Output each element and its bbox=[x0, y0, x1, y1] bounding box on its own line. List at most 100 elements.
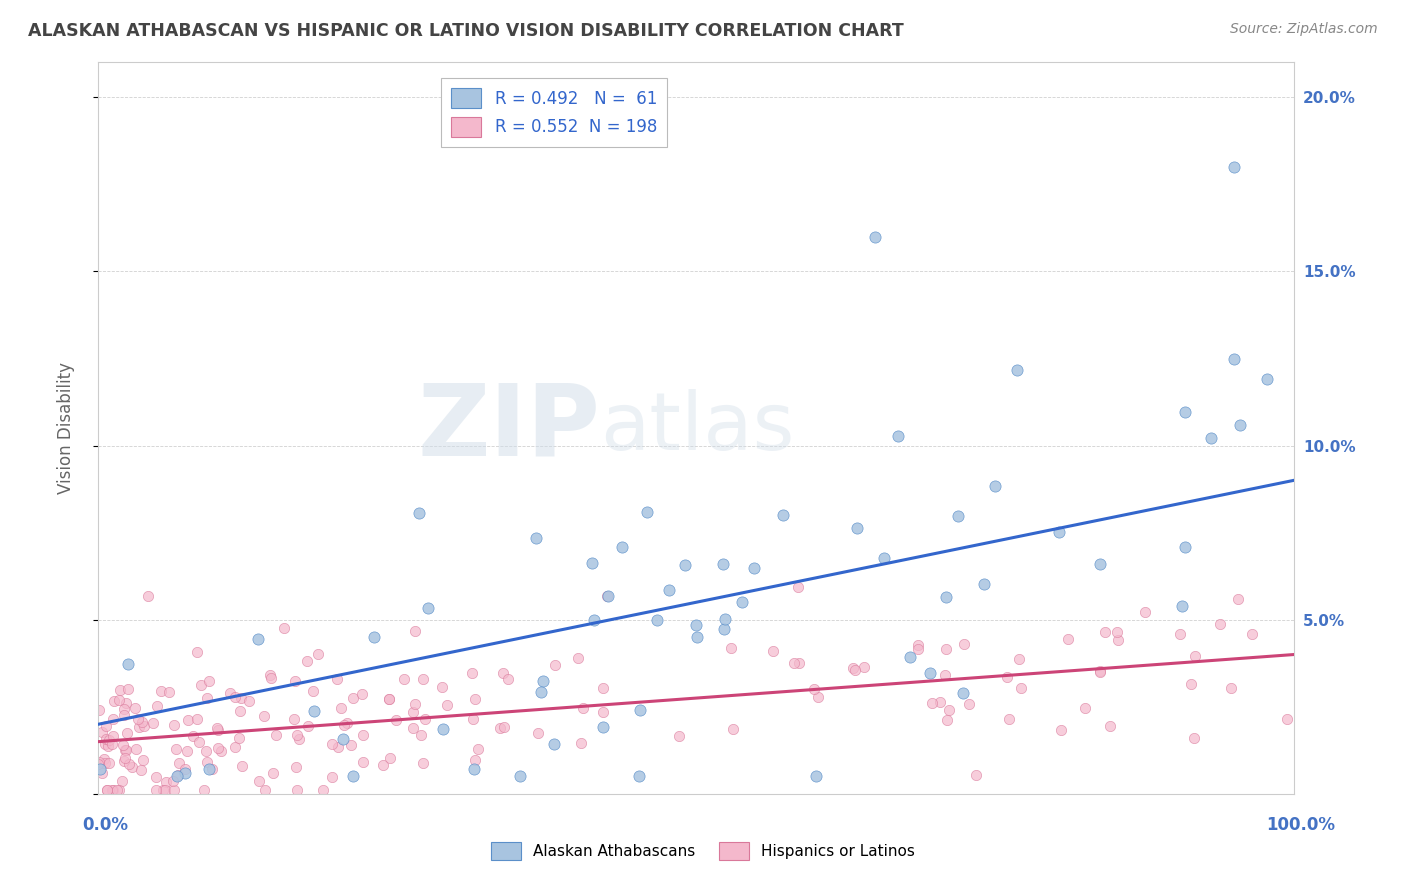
Point bbox=[89, 756, 111, 770]
Point bbox=[97, 739, 120, 753]
Point bbox=[787, 580, 810, 594]
Point bbox=[207, 740, 229, 755]
Point bbox=[720, 640, 742, 655]
Point bbox=[731, 594, 754, 608]
Point bbox=[155, 774, 177, 789]
Point bbox=[907, 642, 929, 657]
Point bbox=[1256, 372, 1278, 386]
Point bbox=[378, 692, 401, 706]
Point bbox=[209, 744, 232, 758]
Point bbox=[1094, 625, 1116, 640]
Point bbox=[128, 720, 150, 734]
Point bbox=[352, 687, 374, 701]
Point bbox=[658, 583, 681, 598]
Point bbox=[112, 755, 135, 769]
Point bbox=[1275, 712, 1298, 726]
Point bbox=[163, 783, 186, 797]
Point bbox=[89, 762, 111, 776]
Point bbox=[187, 735, 209, 749]
Point bbox=[1074, 700, 1097, 714]
Point bbox=[596, 589, 619, 603]
Point bbox=[121, 760, 143, 774]
Point bbox=[142, 716, 165, 731]
Point bbox=[803, 681, 825, 696]
Point bbox=[145, 783, 167, 797]
Point bbox=[711, 557, 734, 571]
Point bbox=[262, 766, 284, 780]
Point bbox=[87, 757, 110, 772]
Point bbox=[628, 703, 651, 717]
Point bbox=[297, 719, 319, 733]
Point bbox=[1088, 665, 1111, 679]
Point bbox=[94, 719, 117, 733]
Point bbox=[402, 706, 425, 720]
Point bbox=[108, 683, 131, 698]
Point bbox=[96, 783, 118, 797]
Point bbox=[115, 743, 138, 757]
Point bbox=[198, 673, 221, 688]
Point bbox=[371, 758, 394, 772]
Point bbox=[1226, 592, 1249, 607]
Point bbox=[385, 713, 408, 727]
Point bbox=[567, 650, 589, 665]
Point bbox=[1174, 540, 1197, 554]
Point bbox=[224, 739, 246, 754]
Point bbox=[952, 686, 974, 700]
Point bbox=[115, 726, 138, 740]
Text: ZIP: ZIP bbox=[418, 380, 600, 476]
Point bbox=[787, 656, 810, 670]
Point bbox=[714, 612, 737, 626]
Point bbox=[197, 763, 219, 777]
Point bbox=[124, 700, 146, 714]
Point bbox=[1088, 664, 1111, 678]
Point bbox=[118, 756, 141, 771]
Point bbox=[190, 678, 212, 692]
Point bbox=[460, 665, 482, 680]
Point bbox=[186, 644, 208, 658]
Point bbox=[742, 561, 765, 575]
Point bbox=[412, 756, 434, 770]
Point bbox=[907, 638, 929, 652]
Point bbox=[596, 589, 619, 603]
Point bbox=[686, 630, 709, 644]
Point bbox=[125, 742, 148, 756]
Point bbox=[965, 768, 987, 782]
Point bbox=[90, 766, 112, 780]
Point bbox=[494, 720, 516, 734]
Point bbox=[380, 750, 402, 764]
Point bbox=[1133, 605, 1156, 619]
Point bbox=[332, 718, 354, 732]
Point bbox=[302, 704, 325, 718]
Point bbox=[98, 733, 121, 747]
Point bbox=[229, 705, 252, 719]
Point bbox=[145, 770, 167, 784]
Point bbox=[412, 672, 434, 686]
Point bbox=[339, 738, 361, 752]
Point bbox=[873, 551, 896, 566]
Point bbox=[636, 505, 658, 519]
Point bbox=[321, 737, 343, 751]
Point bbox=[131, 714, 153, 729]
Point bbox=[302, 683, 325, 698]
Point bbox=[935, 713, 957, 727]
Point bbox=[844, 663, 866, 677]
Point bbox=[112, 707, 135, 722]
Point bbox=[436, 698, 458, 712]
Point bbox=[342, 769, 364, 783]
Point bbox=[231, 691, 253, 706]
Point bbox=[149, 684, 172, 698]
Point bbox=[284, 674, 307, 689]
Text: Source: ZipAtlas.com: Source: ZipAtlas.com bbox=[1230, 22, 1378, 37]
Point bbox=[592, 681, 614, 695]
Point bbox=[973, 577, 995, 591]
Point bbox=[259, 667, 281, 681]
Point bbox=[167, 756, 190, 771]
Point bbox=[569, 736, 592, 750]
Point bbox=[509, 769, 531, 783]
Point bbox=[408, 506, 430, 520]
Point bbox=[101, 783, 124, 797]
Point bbox=[1209, 616, 1232, 631]
Point bbox=[183, 729, 205, 743]
Point bbox=[544, 657, 567, 672]
Point bbox=[100, 737, 122, 751]
